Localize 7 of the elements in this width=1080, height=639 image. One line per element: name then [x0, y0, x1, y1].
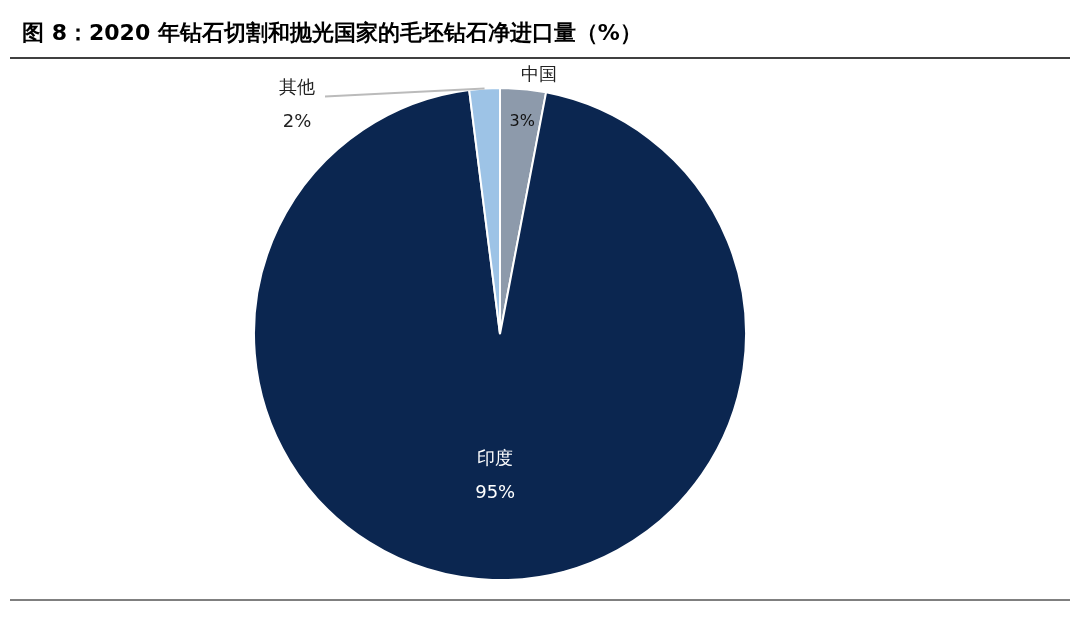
data-label: 2% [282, 110, 312, 131]
slice-label: 印度 [477, 447, 514, 469]
slice-label: 其他 [279, 76, 315, 97]
chart-title: 图 8：2020 年钻石切割和抛光国家的毛坯钻石净进口量（%） [22, 20, 642, 45]
data-label: 95% [475, 481, 516, 503]
data-label: 3% [509, 111, 535, 130]
slice-label: 中国 [521, 63, 558, 84]
